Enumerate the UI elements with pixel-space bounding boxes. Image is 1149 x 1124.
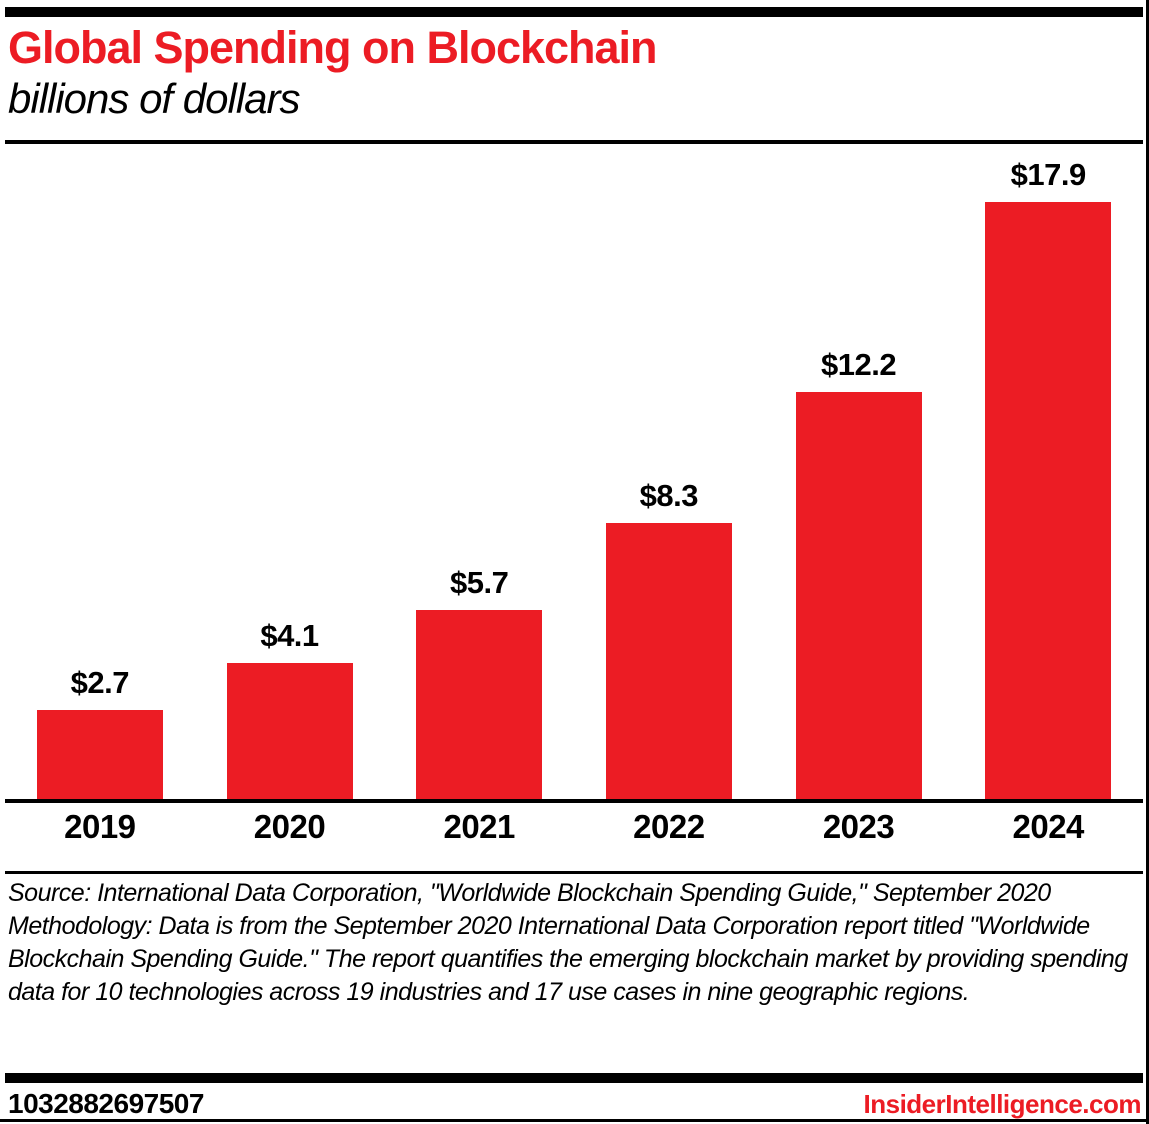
- bar-column-2021: $5.7: [384, 150, 574, 800]
- page-subtitle: billions of dollars: [8, 75, 301, 122]
- x-axis-label-2023: 2023: [822, 808, 895, 845]
- x-axis-label-2024: 2024: [1012, 808, 1084, 845]
- bar-value-label-2019: $2.7: [70, 665, 130, 700]
- x-axis-label-2022: 2022: [633, 808, 705, 845]
- bar-2022: [605, 523, 732, 800]
- bar-value-label-2024: $17.9: [1010, 157, 1087, 192]
- footer-black-bar: [5, 1073, 1143, 1083]
- bar-chart: $2.7 $4.1 $5.7 $8.3 $12.2 $17.9: [5, 150, 1143, 800]
- bar-value-label-2023: $12.2: [820, 347, 897, 382]
- x-axis-label-2019: 2019: [64, 808, 136, 845]
- source-text: Source: International Data Corporation, …: [8, 879, 1051, 907]
- bar-2021: [416, 610, 543, 800]
- page-title: Global Spending on Blockchain: [8, 22, 658, 73]
- bar-column-2022: $8.3: [574, 150, 764, 800]
- bar-value-label-2021: $5.7: [450, 565, 509, 600]
- bar-value-label-2022: $8.3: [639, 478, 699, 513]
- bar-2019: [36, 710, 163, 800]
- bar-column-2020: $4.1: [195, 150, 385, 800]
- insider-intelligence-link[interactable]: InsiderIntelligence.com: [863, 1089, 1142, 1119]
- x-axis-label-2020: 2020: [253, 808, 326, 845]
- source-divider: [5, 871, 1143, 874]
- chart-id: 1032882697507: [8, 1088, 204, 1119]
- x-axis-label-2021: 2021: [443, 808, 515, 845]
- bar-2023: [795, 392, 922, 800]
- top-black-bar: [5, 7, 1143, 17]
- bar-2020: [226, 663, 353, 800]
- header-divider: [5, 140, 1143, 144]
- chart-header: Global Spending on Blockchain billions o…: [8, 22, 1138, 124]
- x-axis-line: [5, 799, 1143, 803]
- bar-2024: [985, 202, 1112, 800]
- source-methodology-block: Source: International Data Corporation, …: [8, 877, 1133, 1009]
- bar-column-2024: $17.9: [953, 150, 1143, 800]
- footer: 1032882697507 InsiderIntelligence.com: [8, 1088, 1142, 1120]
- bottom-border-line: [0, 1119, 1149, 1122]
- bar-column-2019: $2.7: [5, 150, 195, 800]
- bar-value-label-2020: $4.1: [260, 618, 319, 653]
- x-axis-labels: 2019 2020 2021 2022 2023 2024: [5, 808, 1143, 846]
- methodology-text: Methodology: Data is from the September …: [8, 912, 1128, 1006]
- bar-column-2023: $12.2: [764, 150, 954, 800]
- right-border-line: [1146, 0, 1149, 1124]
